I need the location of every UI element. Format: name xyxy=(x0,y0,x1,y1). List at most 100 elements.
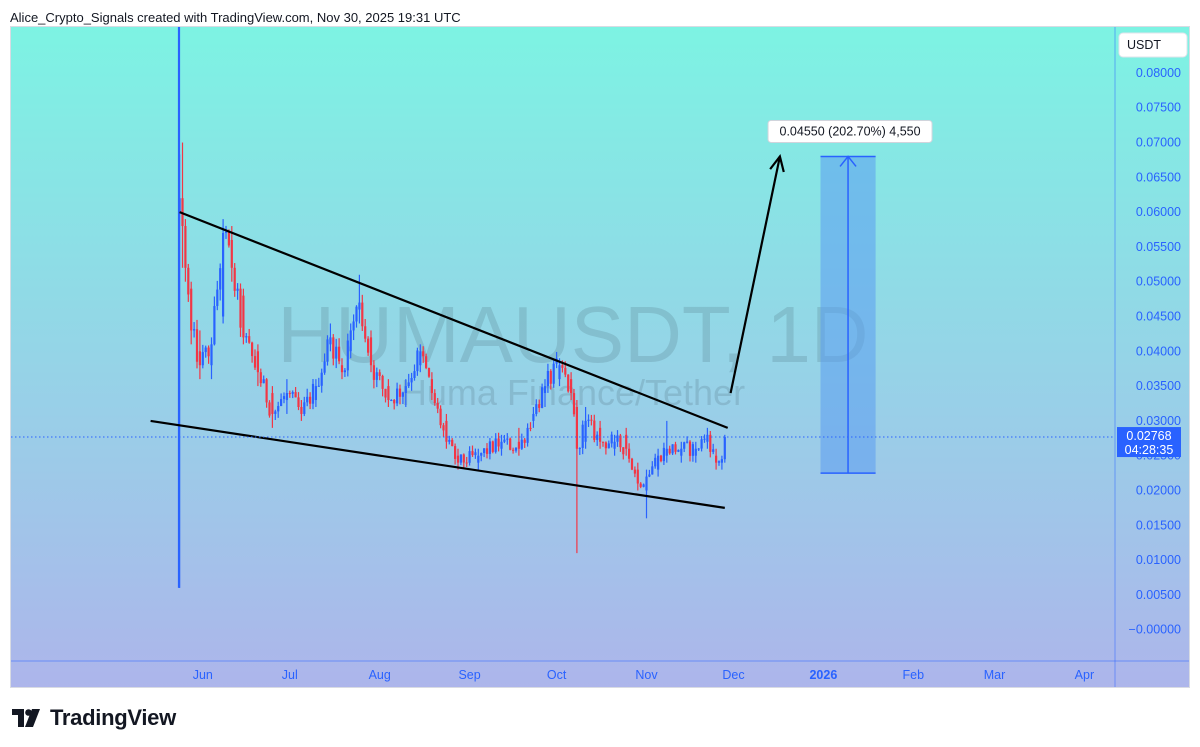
price-tick-label: −0.00000 xyxy=(1129,623,1182,637)
candle-body xyxy=(436,402,439,409)
candle xyxy=(346,333,349,377)
current-price-value: 0.02768 xyxy=(1126,429,1171,443)
candle xyxy=(593,414,596,443)
candle xyxy=(512,447,515,454)
candle-body xyxy=(642,484,645,487)
price-axis[interactable]: 0.08000 0.07500 0.07000 0.06500 0.06000 0.055… xyxy=(1114,27,1188,688)
candle-body xyxy=(526,427,529,443)
candle xyxy=(451,438,454,447)
candle xyxy=(625,427,628,456)
candle-body xyxy=(375,372,378,380)
candle-body xyxy=(465,462,468,464)
candle-body xyxy=(210,344,213,366)
chart-area[interactable]: HUMAUSDT, 1D Huma Finance/Tether 0.08000… xyxy=(10,26,1190,688)
candle-body xyxy=(207,347,210,357)
candle xyxy=(297,392,300,411)
candle-body xyxy=(224,231,228,233)
candle-body xyxy=(193,329,196,331)
price-tick-label: 0.00500 xyxy=(1136,588,1181,602)
candle xyxy=(384,388,387,403)
candle-body xyxy=(503,439,506,442)
bar-countdown: 04:28:35 xyxy=(1125,443,1174,457)
candle-body xyxy=(314,386,317,401)
candle-body xyxy=(483,448,486,454)
candle-body xyxy=(706,434,709,442)
candle xyxy=(184,219,187,282)
candle-body xyxy=(190,288,193,331)
projection-label-box xyxy=(767,119,933,143)
candle-body xyxy=(407,382,410,387)
time-axis[interactable]: Jun Jul Aug Sep Oct Nov Dec 2026 Feb Mar Apr xyxy=(11,660,1190,682)
tradingview-logo[interactable]: TradingView xyxy=(12,704,176,732)
candle xyxy=(280,393,283,407)
candle-body xyxy=(297,397,300,407)
candle-body xyxy=(306,396,309,403)
candle xyxy=(291,390,294,399)
candle-body xyxy=(552,363,555,384)
candle xyxy=(204,345,207,358)
candle xyxy=(549,369,552,390)
candle xyxy=(462,453,465,468)
candle xyxy=(607,440,610,449)
time-tick-label: Jul xyxy=(282,668,298,682)
candle xyxy=(590,414,593,426)
candle xyxy=(430,372,433,401)
candle-body xyxy=(477,455,480,463)
candle-body xyxy=(294,392,297,398)
lower-trendline xyxy=(150,419,725,509)
candle-body xyxy=(442,425,445,431)
candle xyxy=(665,420,668,463)
candle-body xyxy=(364,326,367,339)
candle xyxy=(369,330,373,373)
time-tick-label: Oct xyxy=(547,668,567,682)
candle xyxy=(222,219,225,324)
candle-body xyxy=(474,452,477,456)
candle xyxy=(326,335,329,366)
candle-body xyxy=(497,438,500,447)
candle-body xyxy=(654,457,657,467)
candle-body xyxy=(213,306,216,345)
candle xyxy=(680,441,683,463)
candle-body xyxy=(613,441,616,449)
candle xyxy=(494,433,497,454)
candle xyxy=(552,359,555,388)
candle-body xyxy=(361,302,364,327)
time-tick-label: Nov xyxy=(635,668,658,682)
candle xyxy=(671,444,674,456)
candle xyxy=(207,345,210,364)
candle-body xyxy=(274,411,277,414)
candle-body xyxy=(456,455,460,463)
candle xyxy=(375,367,378,388)
candle xyxy=(497,432,500,452)
candle xyxy=(506,433,509,445)
candle xyxy=(633,466,636,478)
candle-body xyxy=(549,370,552,384)
candle xyxy=(526,423,529,447)
candle-body xyxy=(358,302,361,310)
candle-body xyxy=(445,420,448,442)
candle xyxy=(599,420,602,449)
candle xyxy=(485,443,489,459)
candle xyxy=(514,447,518,453)
breakout-arrowhead xyxy=(769,153,785,173)
candle-body xyxy=(480,453,483,456)
candle xyxy=(642,483,645,488)
candle-body xyxy=(335,346,338,359)
candle-body xyxy=(378,372,381,376)
candle-body xyxy=(671,444,674,454)
candle xyxy=(448,435,451,445)
currency-unit-box[interactable] xyxy=(1118,32,1188,58)
tradingview-logo-icon xyxy=(12,709,40,727)
price-tick-label: 0.03000 xyxy=(1136,414,1181,428)
candle-body xyxy=(239,288,242,328)
candle xyxy=(259,368,262,387)
candle xyxy=(558,358,561,387)
candle xyxy=(219,263,222,301)
price-chart[interactable]: HUMAUSDT, 1D Huma Finance/Tether 0.08000… xyxy=(11,27,1190,688)
candle-body xyxy=(715,455,718,463)
candle-body xyxy=(219,268,222,290)
candle xyxy=(694,441,697,463)
current-price-badge-box xyxy=(1117,427,1181,458)
candle xyxy=(575,400,578,554)
